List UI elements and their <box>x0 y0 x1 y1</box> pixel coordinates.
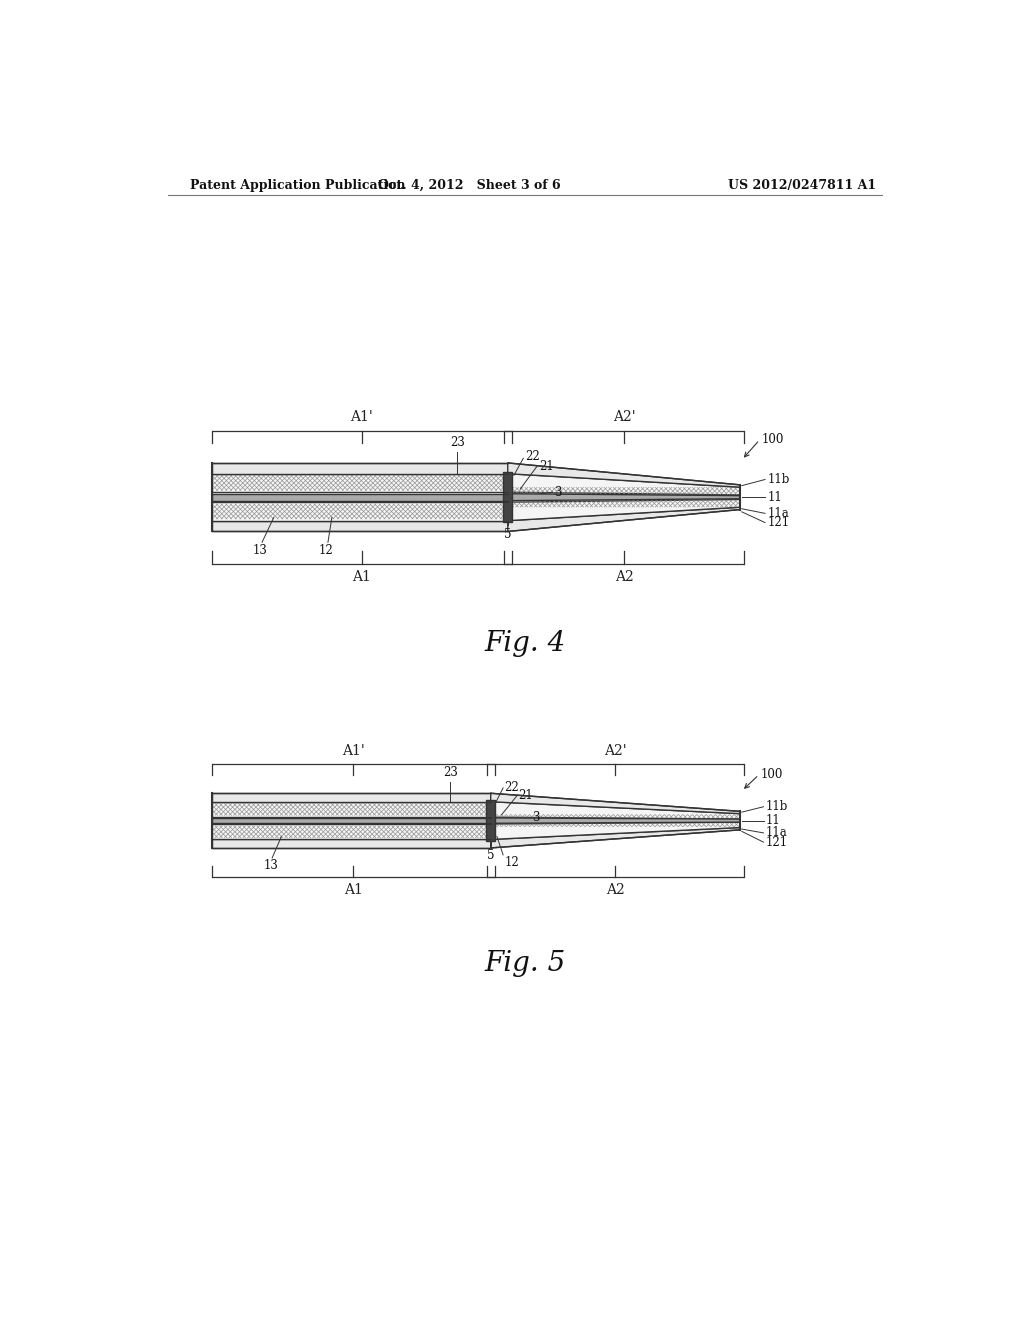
Text: 3: 3 <box>532 812 540 825</box>
Polygon shape <box>212 793 490 801</box>
Text: 5: 5 <box>487 849 495 862</box>
Text: 21: 21 <box>518 789 534 803</box>
Polygon shape <box>490 828 740 847</box>
Text: 11: 11 <box>766 814 780 828</box>
Text: 23: 23 <box>443 766 458 779</box>
Polygon shape <box>212 818 490 824</box>
Text: 121: 121 <box>766 836 787 849</box>
Text: 100: 100 <box>761 433 783 446</box>
Text: A2: A2 <box>614 570 634 583</box>
Polygon shape <box>490 822 740 840</box>
Text: 13: 13 <box>252 544 267 557</box>
Text: US 2012/0247811 A1: US 2012/0247811 A1 <box>728 178 877 191</box>
Polygon shape <box>212 494 508 500</box>
Text: 5: 5 <box>504 528 512 541</box>
Polygon shape <box>212 502 508 520</box>
Text: A1': A1' <box>350 411 373 425</box>
Text: 23: 23 <box>450 436 465 449</box>
Polygon shape <box>490 818 740 824</box>
Polygon shape <box>212 463 508 474</box>
Polygon shape <box>508 474 740 495</box>
Text: A2': A2' <box>604 744 627 758</box>
Text: 22: 22 <box>524 450 540 463</box>
Polygon shape <box>212 824 490 840</box>
Text: Fig. 4: Fig. 4 <box>484 630 565 657</box>
Text: 22: 22 <box>505 781 519 795</box>
Text: A2': A2' <box>612 411 635 425</box>
Text: 12: 12 <box>319 544 334 557</box>
Text: 13: 13 <box>263 859 279 873</box>
Text: A1': A1' <box>342 744 365 758</box>
Text: A1: A1 <box>344 883 362 898</box>
Text: 11b: 11b <box>766 800 788 813</box>
Polygon shape <box>490 793 740 813</box>
Polygon shape <box>490 801 740 818</box>
Text: 11a: 11a <box>766 826 787 840</box>
Text: 11: 11 <box>767 491 782 504</box>
Polygon shape <box>508 507 740 532</box>
Text: Oct. 4, 2012   Sheet 3 of 6: Oct. 4, 2012 Sheet 3 of 6 <box>378 178 560 191</box>
Polygon shape <box>212 474 508 492</box>
Text: 21: 21 <box>539 459 554 473</box>
Text: A2: A2 <box>606 883 625 898</box>
Polygon shape <box>212 801 490 817</box>
Text: A1: A1 <box>352 570 371 583</box>
Bar <box>503 473 512 523</box>
Polygon shape <box>508 463 740 487</box>
Polygon shape <box>212 840 490 847</box>
Text: 11b: 11b <box>767 473 790 486</box>
Polygon shape <box>212 520 508 532</box>
Text: 12: 12 <box>505 857 519 870</box>
Text: Patent Application Publication: Patent Application Publication <box>190 178 406 191</box>
Text: 121: 121 <box>767 516 790 529</box>
Text: Fig. 5: Fig. 5 <box>484 949 565 977</box>
Text: 11a: 11a <box>767 507 790 520</box>
Bar <box>486 800 496 841</box>
Polygon shape <box>508 494 740 500</box>
Polygon shape <box>508 499 740 520</box>
Text: 100: 100 <box>761 768 782 781</box>
Text: 3: 3 <box>554 486 562 499</box>
